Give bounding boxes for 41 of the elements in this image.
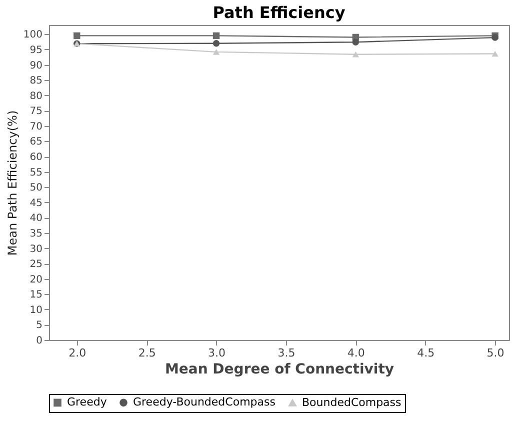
y-tick-label: 85 <box>30 76 42 87</box>
x-tick-label: 5.0 <box>486 346 504 360</box>
y-tick-label: 30 <box>30 244 42 255</box>
x-tick-label: 3.5 <box>278 346 296 360</box>
y-tick-label: 25 <box>30 259 42 270</box>
y-tick-label: 65 <box>30 136 42 148</box>
point <box>212 40 220 47</box>
point <box>212 49 220 55</box>
y-tick-label: 55 <box>30 167 42 178</box>
y-tick-label: 70 <box>30 121 42 132</box>
y-tick-label: 95 <box>30 44 42 56</box>
y-tick-label: 20 <box>30 274 42 286</box>
x-tick-label: 2.5 <box>138 346 156 360</box>
legend-label: BoundedCompass <box>302 396 402 409</box>
y-tick-label: 60 <box>30 152 42 164</box>
y-tick-label: 15 <box>30 290 42 301</box>
point <box>492 50 498 57</box>
x-tick-label: 4.5 <box>417 346 435 360</box>
y-tick-label: 5 <box>36 320 42 332</box>
y-tick-label: 100 <box>23 30 42 41</box>
x-tick-label: 4.0 <box>347 346 365 360</box>
legend-label: Greedy <box>67 396 108 409</box>
y-tick-label: 75 <box>30 106 42 118</box>
x-tick-label: 2.0 <box>68 346 86 360</box>
y-tick-label: 50 <box>30 182 42 194</box>
point <box>352 38 360 46</box>
y-tick-label: 90 <box>30 60 42 72</box>
y-tick-label: 45 <box>30 198 42 209</box>
x-tick-label: 3.0 <box>208 346 226 360</box>
legend-label: Greedy-BoundedCompass <box>133 396 276 409</box>
y-tick-label: 10 <box>30 304 42 316</box>
point <box>74 32 80 40</box>
point <box>212 32 220 40</box>
y-tick-label: 35 <box>30 228 42 240</box>
y-tick-label: 0 <box>36 336 42 346</box>
y-tick-label: 40 <box>30 213 42 224</box>
y-axis-title: Mean Path Efficiency(%) <box>5 110 20 256</box>
x-axis-title: Mean Degree of Connectivity <box>164 362 394 378</box>
chart-title: Path Efficiency <box>212 3 346 22</box>
point <box>352 51 360 58</box>
y-tick-label: 80 <box>30 90 42 102</box>
